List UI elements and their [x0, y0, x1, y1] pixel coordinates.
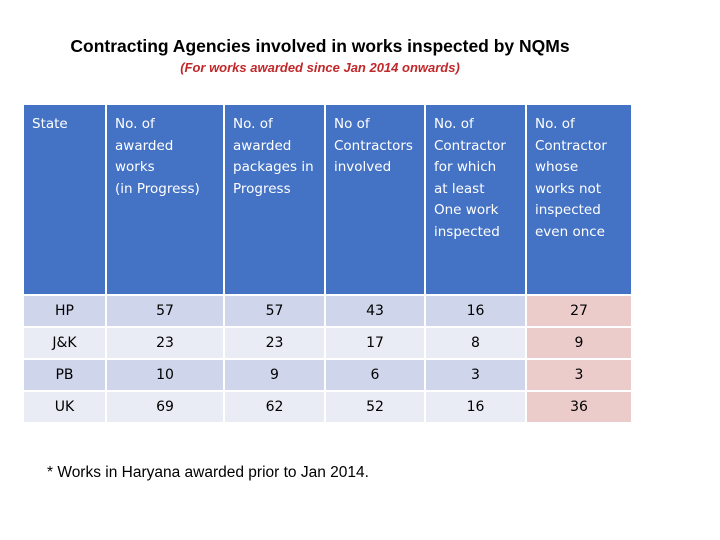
- cell-value: 62: [223, 390, 326, 424]
- cell-value: 52: [324, 390, 426, 424]
- cell-value: 23: [105, 326, 225, 360]
- data-table: State No. of awarded works (in Progress) No…: [22, 103, 633, 424]
- cell-value: 10: [105, 358, 225, 392]
- table-row: UK 69 62 52 16 36: [22, 390, 633, 424]
- header-state: State: [22, 103, 107, 296]
- table-row: J&K 23 23 17 8 9: [22, 326, 633, 360]
- header-contractors-involved: No of Contractors involved: [324, 103, 426, 296]
- header-contractors-not-inspected: No. of Contractor whose works not inspected e…: [525, 103, 633, 296]
- page-subtitle: (For works awarded since Jan 2014 onward…: [180, 60, 460, 75]
- cell-value: 57: [105, 294, 225, 328]
- cell-value-highlight: 27: [525, 294, 633, 328]
- cell-value: 57: [223, 294, 326, 328]
- cell-value-highlight: 3: [525, 358, 633, 392]
- cell-value: 8: [424, 326, 527, 360]
- cell-value: 17: [324, 326, 426, 360]
- header-contractors-inspected: No. of Contractor for which at least One wor…: [424, 103, 527, 296]
- cell-value: 16: [424, 294, 527, 328]
- cell-value: 69: [105, 390, 225, 424]
- cell-state: J&K: [22, 326, 107, 360]
- header-awarded-works: No. of awarded works (in Progress): [105, 103, 225, 296]
- cell-state: PB: [22, 358, 107, 392]
- footnote: * Works in Haryana awarded prior to Jan …: [47, 464, 369, 481]
- cell-value: 9: [223, 358, 326, 392]
- cell-value-highlight: 9: [525, 326, 633, 360]
- cell-state: UK: [22, 390, 107, 424]
- table-row: PB 10 9 6 3 3: [22, 358, 633, 392]
- header-awarded-packages: No. of awarded packages in Progress: [223, 103, 326, 296]
- cell-value: 16: [424, 390, 527, 424]
- cell-value: 6: [324, 358, 426, 392]
- table-row: HP 57 57 43 16 27: [22, 294, 633, 328]
- cell-value: 43: [324, 294, 426, 328]
- page-title: Contracting Agencies involved in works i…: [70, 36, 570, 56]
- cell-value: 3: [424, 358, 527, 392]
- cell-state: HP: [22, 294, 107, 328]
- table-header-row: State No. of awarded works (in Progress) No…: [22, 103, 633, 296]
- cell-value: 23: [223, 326, 326, 360]
- cell-value-highlight: 36: [525, 390, 633, 424]
